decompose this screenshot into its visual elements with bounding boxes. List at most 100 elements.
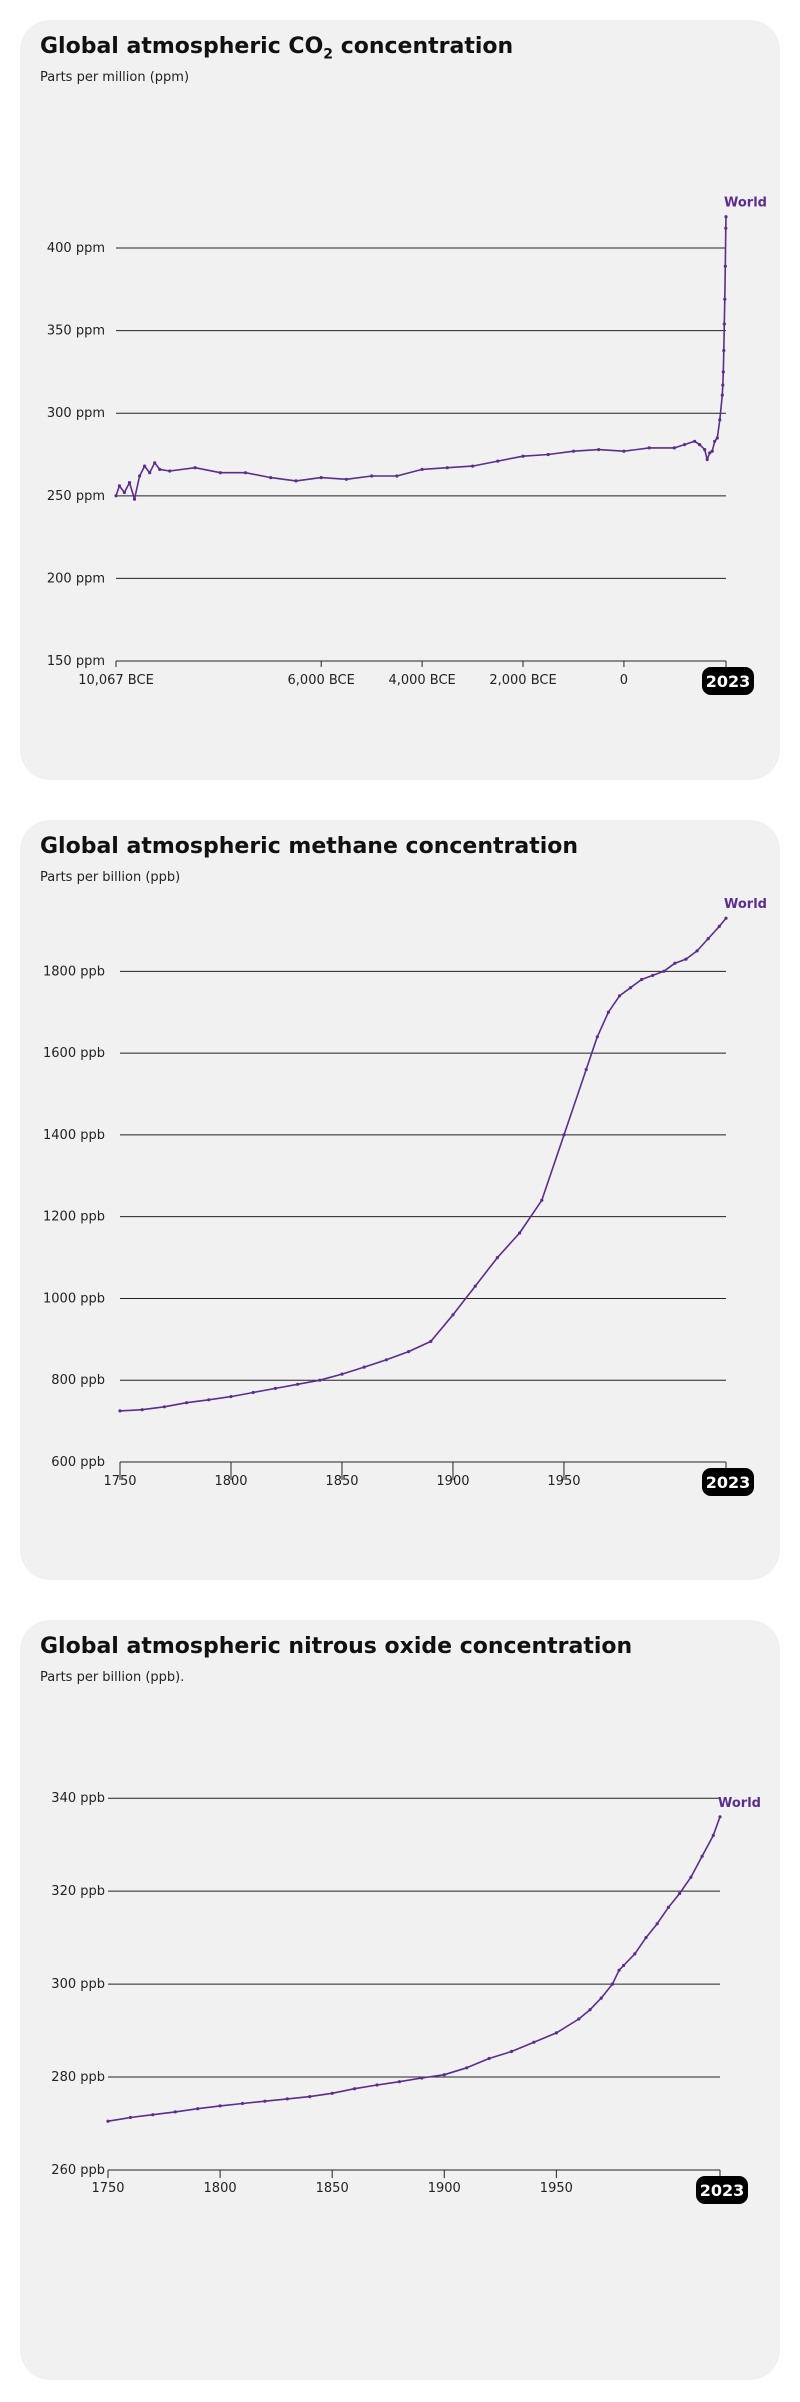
co2-data-point [597,448,601,452]
methane-data-point [684,957,688,961]
co2-data-point [168,469,172,473]
co2-title-subscript: 2 [323,46,334,63]
methane-data-point [318,1378,322,1382]
methane-x-tick-label: 1950 [547,1474,580,1489]
co2-data-point [622,449,626,453]
co2-title-main: Global atmospheric CO [40,34,324,59]
nitrous-oxide-data-point [700,1854,704,1858]
methane-chart: 600 ppb 800 ppb 1000 ppb 1200 ppb 1400 ppb 16… [43,897,767,1496]
co2-data-point [445,466,449,470]
co2-data-point [158,467,162,471]
methane-y-tick-label: 600 ppb [51,1455,105,1470]
co2-data-point [127,481,132,485]
methane-data-point [429,1339,433,1343]
nitrous-oxide-y-tick-label: 260 ppb [51,2163,105,2178]
nitrous-oxide-badge-label: 2023 [700,2181,745,2200]
methane-chart-subtitle: Parts per billion (ppb) [40,870,181,885]
nitrous-oxide-x-tick-label: 1800 [204,2181,237,2196]
methane-data-point [717,924,721,928]
nitrous-oxide-data-point [655,1922,659,1926]
methane-chart-title: Global atmospheric methane concentration [40,834,579,859]
co2-data-point [571,449,576,453]
methane-data-point [207,1398,211,1402]
co2-series-line [115,216,727,500]
co2-data-point [496,459,500,463]
co2-data-point [269,476,273,480]
methane-data-point [651,973,655,977]
co2-data-point [153,461,157,465]
co2-data-point [713,439,717,443]
co2-title-rest: concentration [333,34,514,59]
nitrous-oxide-data-point [173,2110,177,2114]
nitrous-oxide-chart-subtitle: Parts per billion (ppb). [40,1670,185,1685]
co2-data-point [708,451,712,455]
nitrous-oxide-data-point [263,2099,267,2103]
methane-data-point [118,1409,122,1413]
co2-data-point [693,439,697,443]
co2-data-point [672,446,677,450]
co2-data-point [721,383,725,387]
co2-series-label: World [724,196,767,211]
nitrous-oxide-badge-bg [696,2176,748,2204]
methane-data-point [606,1010,611,1014]
nitrous-oxide-data-point [420,2076,424,2080]
nitrous-oxide-data-point [622,1963,626,1968]
nitrous-oxide-last-year-badge: 2023 [696,2176,748,2204]
methane-y-tick-label: 1600 ppb [43,1046,105,1061]
nitrous-oxide-data-point [330,2091,334,2095]
nitrous-oxide-y-tick-label: 340 ppb [51,1791,105,1806]
co2-data-point [682,443,687,447]
co2-x-tick-label: 0 [620,673,628,688]
nitrous-oxide-y-tick-label: 320 ppb [51,1884,105,1899]
co2-badge-label: 2023 [706,672,751,691]
nitrous-oxide-data-point [532,2040,536,2044]
co2-data-point [138,474,142,478]
nitrous-oxide-data-point [577,2017,581,2021]
co2-data-point [715,436,719,440]
co2-data-point [193,466,197,470]
methane-chart-card: 600 ppb 800 ppb 1000 ppb 1200 ppb 1400 ppb 16… [20,820,780,1580]
methane-data-point [407,1350,411,1354]
co2-data-point [114,494,118,498]
methane-data-point [473,1284,477,1288]
nitrous-oxide-data-point [151,2113,155,2117]
co2-data-point [132,497,137,501]
methane-data-point [595,1035,599,1039]
nitrous-oxide-data-point [397,2080,401,2084]
methane-x-tick-label: 1850 [325,1474,358,1489]
methane-data-point [628,986,633,990]
co2-data-point [471,464,475,468]
methane-data-point [724,916,728,920]
nitrous-oxide-series-line [107,1816,721,2122]
co2-data-point [723,264,727,268]
co2-data-point [370,474,374,478]
nitrous-oxide-data-point [644,1936,648,1940]
co2-data-point [344,477,348,481]
nitrous-oxide-x-tick-label: 1750 [91,2181,124,2196]
nitrous-oxide-data-point [196,2107,200,2111]
nitrous-oxide-data-point [633,1952,637,1956]
co2-last-year-badge: 2023 [702,667,754,695]
nitrous-oxide-data-point [106,2119,110,2123]
co2-data-point [143,464,147,468]
nitrous-oxide-data-point [599,1996,603,2000]
co2-data-point [148,471,152,475]
nitrous-oxide-x-tick-label: 1900 [428,2181,461,2196]
methane-y-tick-label: 1800 ppb [43,964,105,979]
nitrous-oxide-data-point [610,1982,615,1986]
co2-y-tick-label: 250 ppm [47,489,105,504]
co2-data-point [546,452,550,457]
nitrous-oxide-data-point [617,1968,621,1972]
methane-data-point [296,1382,300,1386]
co2-chart-subtitle: Parts per million (ppm) [40,70,190,85]
methane-badge-bg [702,1468,754,1496]
co2-data-point [723,297,727,301]
methane-x-tick-label: 1900 [436,1474,469,1489]
co2-y-tick-label: 400 ppm [47,241,105,256]
nitrous-oxide-data-point [666,1905,671,1909]
nitrous-oxide-data-point [678,1891,682,1896]
methane-data-point [384,1358,388,1362]
methane-data-point [251,1390,255,1395]
co2-x-tick-label: 2,000 BCE [489,673,556,688]
methane-data-point [562,1133,566,1137]
